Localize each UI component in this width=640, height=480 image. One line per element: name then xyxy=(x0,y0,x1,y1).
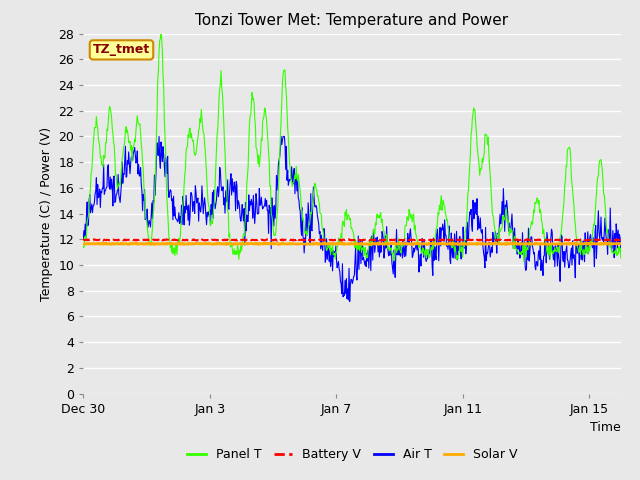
Title: Tonzi Tower Met: Temperature and Power: Tonzi Tower Met: Temperature and Power xyxy=(195,13,509,28)
Y-axis label: Temperature (C) / Power (V): Temperature (C) / Power (V) xyxy=(40,127,52,300)
Legend: Panel T, Battery V, Air T, Solar V: Panel T, Battery V, Air T, Solar V xyxy=(182,443,522,466)
Text: TZ_tmet: TZ_tmet xyxy=(93,43,150,56)
X-axis label: Time: Time xyxy=(590,421,621,434)
